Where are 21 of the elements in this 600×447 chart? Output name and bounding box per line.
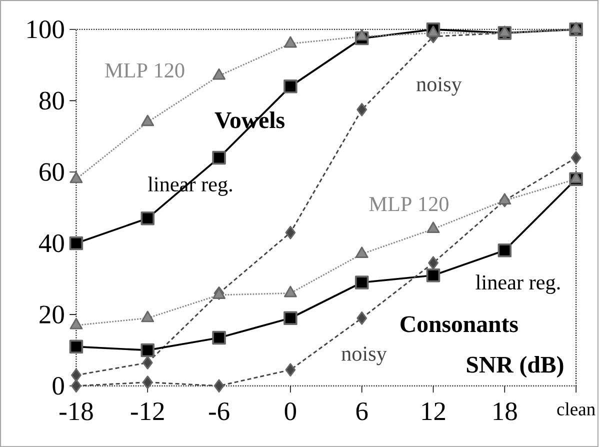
- x-tick-label: 12: [422, 402, 446, 420]
- y-tick-label: 80: [39, 92, 64, 110]
- y-tick-label: 20: [40, 306, 64, 324]
- series-label: noisy: [342, 346, 387, 366]
- y-tick-label: 100: [28, 20, 64, 38]
- series-label: noisy: [416, 77, 462, 96]
- series-label: MLP 120: [105, 63, 184, 78]
- x-tick-label: -12: [130, 402, 164, 420]
- y-tick-label: 40: [38, 234, 64, 252]
- x-tick-label: -6: [208, 402, 230, 420]
- y-tick-label: 0: [52, 376, 64, 395]
- series-label: linear reg.: [476, 274, 560, 294]
- y-tick-label: 60: [40, 162, 64, 181]
- x-tick-label: 0: [284, 402, 296, 420]
- x-tick-label: 6: [356, 402, 368, 420]
- annotation: Consonants: [400, 316, 518, 332]
- series-label: MLP 120: [369, 196, 448, 212]
- x-axis-title: SNR (dB): [466, 356, 564, 378]
- x-tick-label: 18: [494, 402, 517, 420]
- x-tick-label: -18: [60, 402, 93, 420]
- x-tick-label: clean: [557, 402, 596, 416]
